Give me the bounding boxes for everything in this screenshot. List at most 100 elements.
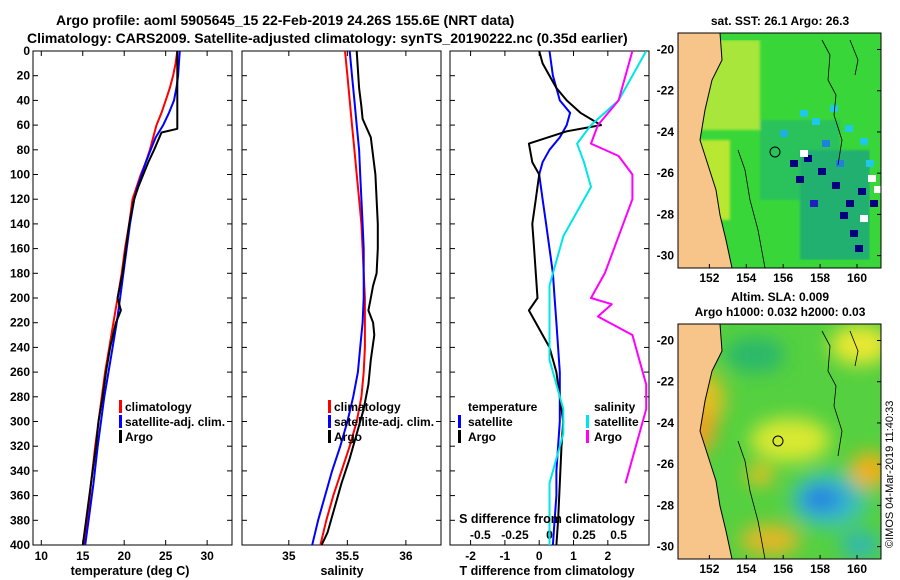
sst-pixel bbox=[800, 150, 808, 157]
depth-tick-label: 360 bbox=[10, 489, 30, 503]
legend-label-satellite: satellite-adj. clim. bbox=[334, 415, 434, 429]
sst-pixel bbox=[846, 200, 854, 207]
depth-tick-label: 340 bbox=[10, 464, 30, 478]
sst-pixel bbox=[874, 186, 881, 193]
legend-swatch-climatology bbox=[328, 400, 331, 413]
sst-pixel bbox=[870, 200, 878, 207]
title-line-1: Argo profile: aoml 5905645_15 22-Feb-201… bbox=[56, 12, 514, 28]
argo-position-marker bbox=[769, 146, 781, 158]
legend-label-t-satellite: satellite bbox=[468, 415, 513, 429]
sst-pixel bbox=[796, 176, 804, 183]
difference-legend-temperature: temperature satellite Argo bbox=[458, 400, 538, 444]
difference-xtick-label: -1 bbox=[500, 549, 511, 563]
legend-header-salinity: salinity bbox=[594, 400, 636, 414]
reef-contour bbox=[821, 39, 843, 166]
salinity-panel bbox=[241, 50, 442, 546]
map-lat-label: -20 bbox=[657, 333, 675, 347]
legend-label-t-argo: Argo bbox=[468, 430, 496, 444]
difference-series-temperature-satellite bbox=[538, 51, 572, 545]
map-lon-label: 156 bbox=[773, 562, 793, 576]
title-line-2: Climatology: CARS2009. Satellite-adjuste… bbox=[27, 30, 628, 46]
salinity-xtick-label: 35 bbox=[282, 549, 296, 563]
australia-land-shape bbox=[678, 33, 733, 268]
sla-map-subtitle: Argo h1000: 0.032 h2000: 0.03 bbox=[695, 305, 866, 319]
legend-swatch-argo bbox=[119, 430, 122, 443]
sst-map-frame bbox=[677, 32, 882, 269]
map-lat-label: -26 bbox=[657, 457, 675, 471]
temperature-series-argo bbox=[81, 51, 179, 545]
temperature-panel bbox=[32, 50, 233, 546]
sst-pixel bbox=[804, 155, 812, 162]
difference-series-salinity-satellite bbox=[548, 51, 648, 545]
depth-tick-label: 20 bbox=[17, 69, 31, 83]
map-lon-label: 152 bbox=[699, 562, 719, 576]
map-lat-label: -28 bbox=[657, 207, 675, 221]
sdiff-tick-label: -0.25 bbox=[501, 528, 529, 542]
sst-pixel bbox=[860, 138, 868, 145]
legend-label-argo: Argo bbox=[334, 430, 362, 444]
temperature-xtick-label: 25 bbox=[159, 549, 173, 563]
legend-swatch-climatology bbox=[119, 400, 122, 413]
sla-map bbox=[678, 324, 881, 559]
map-lon-label: 160 bbox=[847, 562, 867, 576]
sst-pixel bbox=[850, 230, 858, 237]
temperature-xtick-label: 15 bbox=[76, 549, 90, 563]
legend-swatch-argo bbox=[328, 430, 331, 443]
map-lat-label: -30 bbox=[657, 540, 675, 554]
legend-swatch-s-satellite bbox=[586, 415, 589, 428]
legend-label-climatology: climatology bbox=[334, 400, 401, 414]
depth-tick-label: 100 bbox=[10, 168, 30, 182]
difference-series-salinity-argo bbox=[590, 51, 648, 484]
sst-pixel bbox=[836, 160, 844, 167]
salinity-series-satellite-adj-clim- bbox=[311, 51, 365, 545]
sst-pixel bbox=[860, 215, 868, 222]
map-lon-label: 152 bbox=[699, 271, 719, 285]
tdiff-xlabel: T difference from climatology bbox=[459, 564, 634, 578]
salinity-series-argo bbox=[320, 51, 379, 545]
difference-xtick-label: 0 bbox=[536, 549, 543, 563]
difference-xtick-label: 1 bbox=[570, 549, 577, 563]
map-lat-label: -20 bbox=[657, 42, 675, 56]
depth-tick-label: 240 bbox=[10, 340, 30, 354]
sst-pixel bbox=[780, 130, 788, 137]
temperature-xtick-label: 30 bbox=[200, 549, 214, 563]
map-lat-label: -22 bbox=[657, 375, 675, 389]
sst-map bbox=[678, 33, 881, 268]
argo-position-marker bbox=[772, 435, 784, 447]
sst-pixel bbox=[840, 212, 848, 219]
legend-swatch-t-satellite bbox=[458, 415, 461, 428]
map-lat-label: -30 bbox=[657, 249, 675, 263]
legend-header-temperature: temperature bbox=[468, 400, 538, 414]
map-lon-label: 154 bbox=[736, 562, 756, 576]
depth-tick-label: 80 bbox=[17, 143, 31, 157]
sst-pixel bbox=[845, 125, 853, 132]
salinity-legend: climatology satellite-adj. clim. Argo bbox=[328, 400, 434, 444]
depth-tick-label: 160 bbox=[10, 242, 30, 256]
sla-map-title: Altim. SLA: 0.009 bbox=[731, 290, 829, 304]
reef-contour-2 bbox=[849, 39, 859, 76]
depth-tick-label: 220 bbox=[10, 316, 30, 330]
depth-tick-label: 320 bbox=[10, 439, 30, 453]
map-lat-label: -24 bbox=[657, 125, 675, 139]
sst-pixel bbox=[830, 105, 838, 112]
map-lon-label: 160 bbox=[847, 271, 867, 285]
timestamp: ©IMOS 04-Mar-2019 11:40:33 bbox=[884, 401, 896, 548]
salinity-xtick-label: 35.5 bbox=[336, 549, 360, 563]
legend-label-s-argo: Argo bbox=[594, 430, 622, 444]
australia-land-shape bbox=[678, 324, 733, 559]
legend-swatch-satellite bbox=[328, 415, 331, 428]
difference-xtick-label: 2 bbox=[604, 549, 611, 563]
sst-pixel bbox=[800, 110, 808, 117]
sst-pixel bbox=[810, 200, 818, 207]
sst-pixel bbox=[868, 175, 876, 182]
shelf-contour bbox=[737, 149, 766, 268]
depth-tick-label: 120 bbox=[10, 192, 30, 206]
sdiff-xlabel: S difference from climatology bbox=[459, 512, 635, 526]
sdiff-tick-label: 0.5 bbox=[610, 528, 627, 542]
depth-tick-label: 200 bbox=[10, 291, 30, 305]
salinity-series-climatology bbox=[319, 51, 366, 545]
map-lat-label: -24 bbox=[657, 416, 675, 430]
legend-label-satellite: satellite-adj. clim. bbox=[125, 415, 225, 429]
legend-swatch-satellite bbox=[119, 415, 122, 428]
map-lon-label: 154 bbox=[736, 271, 756, 285]
